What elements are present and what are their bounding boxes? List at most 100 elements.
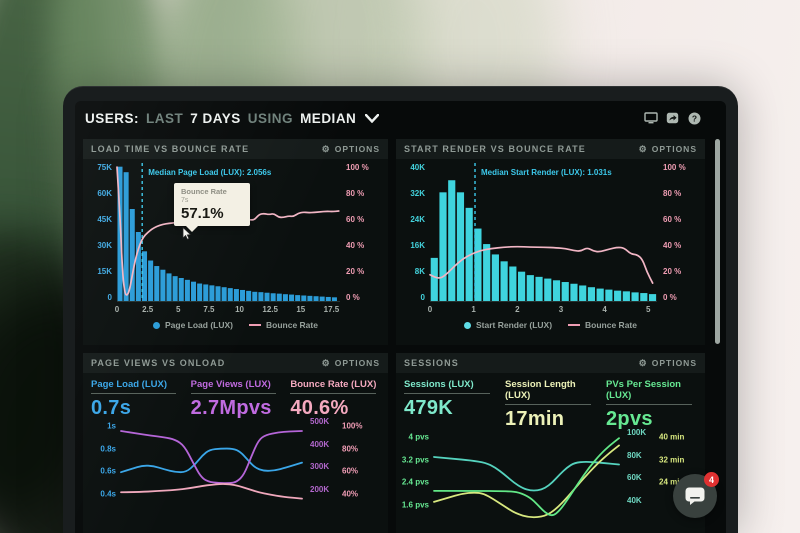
- chat-widget-button[interactable]: 4: [673, 472, 719, 518]
- export-icon[interactable]: [665, 112, 680, 125]
- panel-page-views-vs-onload: PAGE VIEWS VS ONLOAD ⚙ OPTIONS Page Load …: [83, 353, 388, 533]
- mouse-cursor-icon: [182, 227, 192, 240]
- y-tick-label: 15K: [97, 267, 112, 276]
- dashboard-header: USERS: LAST 7 DAYS USING MEDIAN ?: [75, 101, 726, 135]
- y-tick-label: 32K: [410, 189, 425, 198]
- panel-load-time-vs-bounce-rate: LOAD TIME VS BOUNCE RATE ⚙ OPTIONS 75K 60K…: [83, 139, 388, 345]
- legend-label: Bounce Rate: [266, 320, 318, 330]
- x-tick-label: 10: [235, 305, 244, 314]
- title-last: LAST: [146, 110, 184, 126]
- x-tick-label: 5: [646, 305, 651, 314]
- tooltip-title: Bounce Rate: [181, 187, 227, 196]
- legend-item[interactable]: Bounce Rate: [249, 320, 318, 330]
- load-time-chart: 75K 60K 45K 30K 15K 0 Median Page Load (LUX): …: [87, 163, 380, 315]
- legend-label: Bounce Rate: [585, 320, 637, 330]
- metric-session-length: Session Length (LUX) 17min: [505, 379, 596, 431]
- y-tick-label: 1s: [107, 421, 116, 431]
- y-tick-label: 80 %: [346, 189, 365, 198]
- x-tick-label: 4: [602, 305, 607, 314]
- metric-underline: [404, 393, 491, 394]
- x-tick-label: 2: [515, 305, 520, 314]
- chat-bubble-icon: [685, 487, 705, 505]
- panel-header: LOAD TIME VS BOUNCE RATE ⚙ OPTIONS: [83, 139, 388, 159]
- help-glyph: ?: [692, 113, 697, 123]
- median-annotation: Median Start Render (LUX): 1.031s: [481, 168, 612, 177]
- x-axis-ticks: 0 2.5 5 7.5 10 12.5 15 17.5: [115, 302, 340, 315]
- x-tick-label: 12.5: [262, 305, 278, 314]
- y-tick-label: 8K: [414, 267, 425, 276]
- page-views-onload-chart: 1s 0.8s 0.6s 0.4s 500K 100% 400K 80% 300K 60% 200K…: [87, 417, 380, 533]
- page-title: USERS: LAST 7 DAYS USING MEDIAN: [85, 110, 380, 126]
- y-tick-label: 0.6s: [100, 466, 116, 476]
- panel-title: PAGE VIEWS VS ONLOAD: [91, 358, 226, 368]
- metric-underline: [190, 393, 276, 394]
- chevron-down-icon[interactable]: [365, 113, 380, 123]
- metric-bounce-rate: Bounce Rate (LUX) 40.6%: [290, 379, 377, 419]
- chart-legend: Page Load (LUX) Bounce Rate: [83, 320, 388, 330]
- right-axis-ticks: 100K 40 min 80K 32 min 60K 24 min 40K: [619, 428, 697, 533]
- title-using: USING: [247, 110, 294, 126]
- y-tick-row: 100K 40 min: [627, 428, 685, 442]
- options-button[interactable]: ⚙ OPTIONS: [321, 357, 380, 368]
- gear-icon: ⚙: [638, 357, 648, 368]
- legend-item[interactable]: Page Load (LUX): [153, 320, 233, 330]
- y-tick-label: 3.2 pvs: [401, 455, 429, 465]
- start-render-chart: 40K 32K 24K 16K 8K 0 Median Start Render (LUX)…: [400, 163, 697, 315]
- metric-page-load: Page Load (LUX) 0.7s: [91, 379, 181, 420]
- legend-item[interactable]: Bounce Rate: [568, 320, 637, 330]
- gear-icon: ⚙: [321, 357, 331, 368]
- dashboard-screen: USERS: LAST 7 DAYS USING MEDIAN ?: [75, 101, 726, 533]
- median-annotation: Median Page Load (LUX): 2.056s: [148, 168, 272, 177]
- y-tick-row: 400K 80%: [310, 439, 359, 454]
- options-button[interactable]: ⚙ OPTIONS: [638, 143, 697, 154]
- bounce-rate-tooltip: Bounce Rate 7s 57.1%: [174, 183, 250, 232]
- help-icon[interactable]: ?: [687, 112, 702, 125]
- y-tick-label: 0: [107, 293, 112, 302]
- y-tick-label: 45K: [97, 215, 112, 224]
- x-tick-label: 17.5: [323, 305, 340, 314]
- panel-title: START RENDER VS BOUNCE RATE: [404, 144, 586, 154]
- legend-label: Page Load (LUX): [165, 320, 234, 330]
- legend-line-swatch: [249, 324, 262, 326]
- tooltip-value: 57.1%: [181, 205, 224, 222]
- x-tick-label: 15: [296, 305, 306, 314]
- y-tick-label: 0: [420, 293, 425, 302]
- y-tick-label: 2.4 pvs: [401, 477, 429, 487]
- y-tick-label: 20 %: [346, 267, 365, 276]
- metric-underline: [505, 404, 592, 405]
- x-tick-label: 5: [176, 305, 181, 314]
- left-axis-ticks: 4 pvs 3.2 pvs 2.4 pvs 1.6 pvs: [400, 433, 434, 533]
- legend-dot-swatch: [463, 322, 471, 329]
- metrics-row: Page Load (LUX) 0.7s Page Views (LUX) 2.…: [83, 373, 388, 420]
- display-icon[interactable]: [643, 112, 658, 125]
- left-axis-ticks: 75K 60K 45K 30K 15K 0: [87, 163, 117, 302]
- chart-legend: Start Render (LUX) Bounce Rate: [396, 320, 705, 330]
- y-tick-row: 300K 60%: [310, 462, 359, 476]
- header-icons: ?: [643, 112, 702, 125]
- metric-underline: [290, 393, 376, 394]
- options-button[interactable]: ⚙ OPTIONS: [638, 357, 697, 368]
- y-tick-label: 24K: [410, 215, 425, 224]
- laptop-bezel: USERS: LAST 7 DAYS USING MEDIAN ?: [63, 86, 738, 533]
- panel-header: START RENDER VS BOUNCE RATE ⚙ OPTIONS: [396, 139, 705, 159]
- right-axis-ticks: 100 % 80 % 60 % 40 % 20 % 0 %: [657, 163, 697, 302]
- y-tick-label: 75K: [97, 163, 112, 172]
- y-tick-label: 30K: [97, 241, 112, 250]
- y-tick-label: 80 %: [663, 189, 682, 198]
- sessions-chart: 4 pvs 3.2 pvs 2.4 pvs 1.6 pvs 100K 40 min 80K 3…: [400, 428, 697, 533]
- y-tick-label: 0.8s: [100, 444, 116, 454]
- title-metric: MEDIAN: [300, 110, 357, 126]
- gear-icon: ⚙: [321, 143, 331, 154]
- y-tick-label: 40 %: [663, 241, 682, 250]
- options-button[interactable]: ⚙ OPTIONS: [321, 143, 380, 154]
- panel-title: SESSIONS: [404, 358, 459, 368]
- legend-label: Start Render (LUX): [475, 320, 553, 330]
- y-tick-row: 200K 40%: [310, 484, 359, 499]
- scrollbar-thumb[interactable]: [715, 139, 720, 344]
- metric-page-views: Page Views (LUX) 2.7Mpvs: [190, 379, 281, 420]
- legend-item[interactable]: Start Render (LUX): [463, 320, 553, 330]
- panel-sessions: SESSIONS ⚙ OPTIONS Sessions (LUX) 479K Se…: [396, 353, 705, 533]
- y-tick-label: 20 %: [663, 267, 682, 276]
- y-tick-row: 500K 100%: [310, 417, 363, 431]
- y-tick-label: 60K: [97, 189, 112, 198]
